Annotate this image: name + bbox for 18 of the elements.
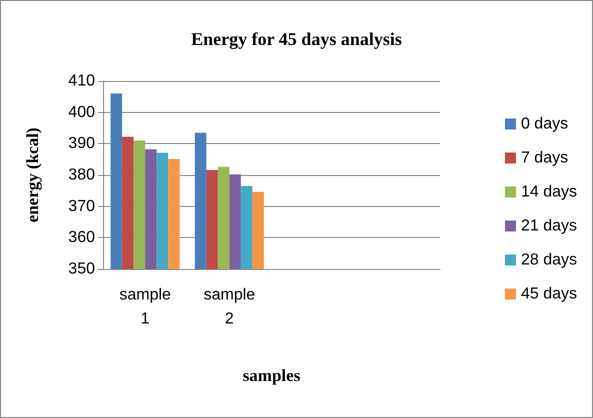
x-tick-label: sample 2: [204, 286, 256, 328]
y-axis-title: energy (kcal): [23, 128, 42, 222]
y-tick-label: 350: [68, 260, 96, 278]
y-tick-label: 360: [68, 229, 96, 246]
chart-title: Energy for 45 days analysis: [191, 29, 402, 49]
y-tick-label: 390: [68, 135, 96, 152]
legend-label: 7 days: [520, 150, 568, 166]
legend-label: 21 days: [520, 218, 578, 234]
y-tick-label: 410: [68, 72, 96, 90]
y-tick-label: 370: [68, 198, 96, 215]
y-tick-label: 400: [68, 104, 96, 121]
y-tick-label: 380: [68, 166, 96, 184]
x-tick-label: sample 1: [119, 286, 172, 328]
x-axis-title: samples: [242, 366, 301, 385]
legend-label: 0 days: [520, 116, 568, 132]
legend-label: 14 days: [520, 184, 578, 200]
legend-label: 28 days: [520, 252, 578, 268]
legend-label: 45 days: [520, 286, 578, 302]
